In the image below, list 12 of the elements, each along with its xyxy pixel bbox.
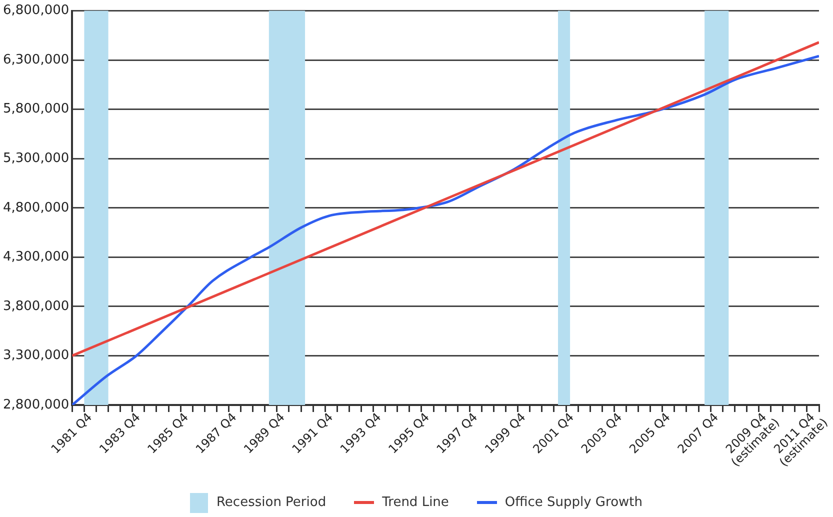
legend-label: Office Supply Growth xyxy=(504,495,642,510)
y-tick-label: 2,800,000 xyxy=(2,397,70,412)
legend-label: Trend Line xyxy=(382,495,449,510)
y-tick-label: 6,800,000 xyxy=(2,3,70,18)
y-tick-label: 3,300,000 xyxy=(2,348,70,364)
legend-label: Recession Period xyxy=(216,495,326,510)
y-tick-label: 5,300,000 xyxy=(2,151,70,166)
y-tick-label: 4,800,000 xyxy=(2,200,70,216)
y-tick-label: 3,800,000 xyxy=(2,298,70,314)
y-tick-label: 5,800,000 xyxy=(2,102,70,117)
y-tick-label: 4,300,000 xyxy=(2,250,70,265)
y-tick-label: 6,300,000 xyxy=(2,52,70,68)
